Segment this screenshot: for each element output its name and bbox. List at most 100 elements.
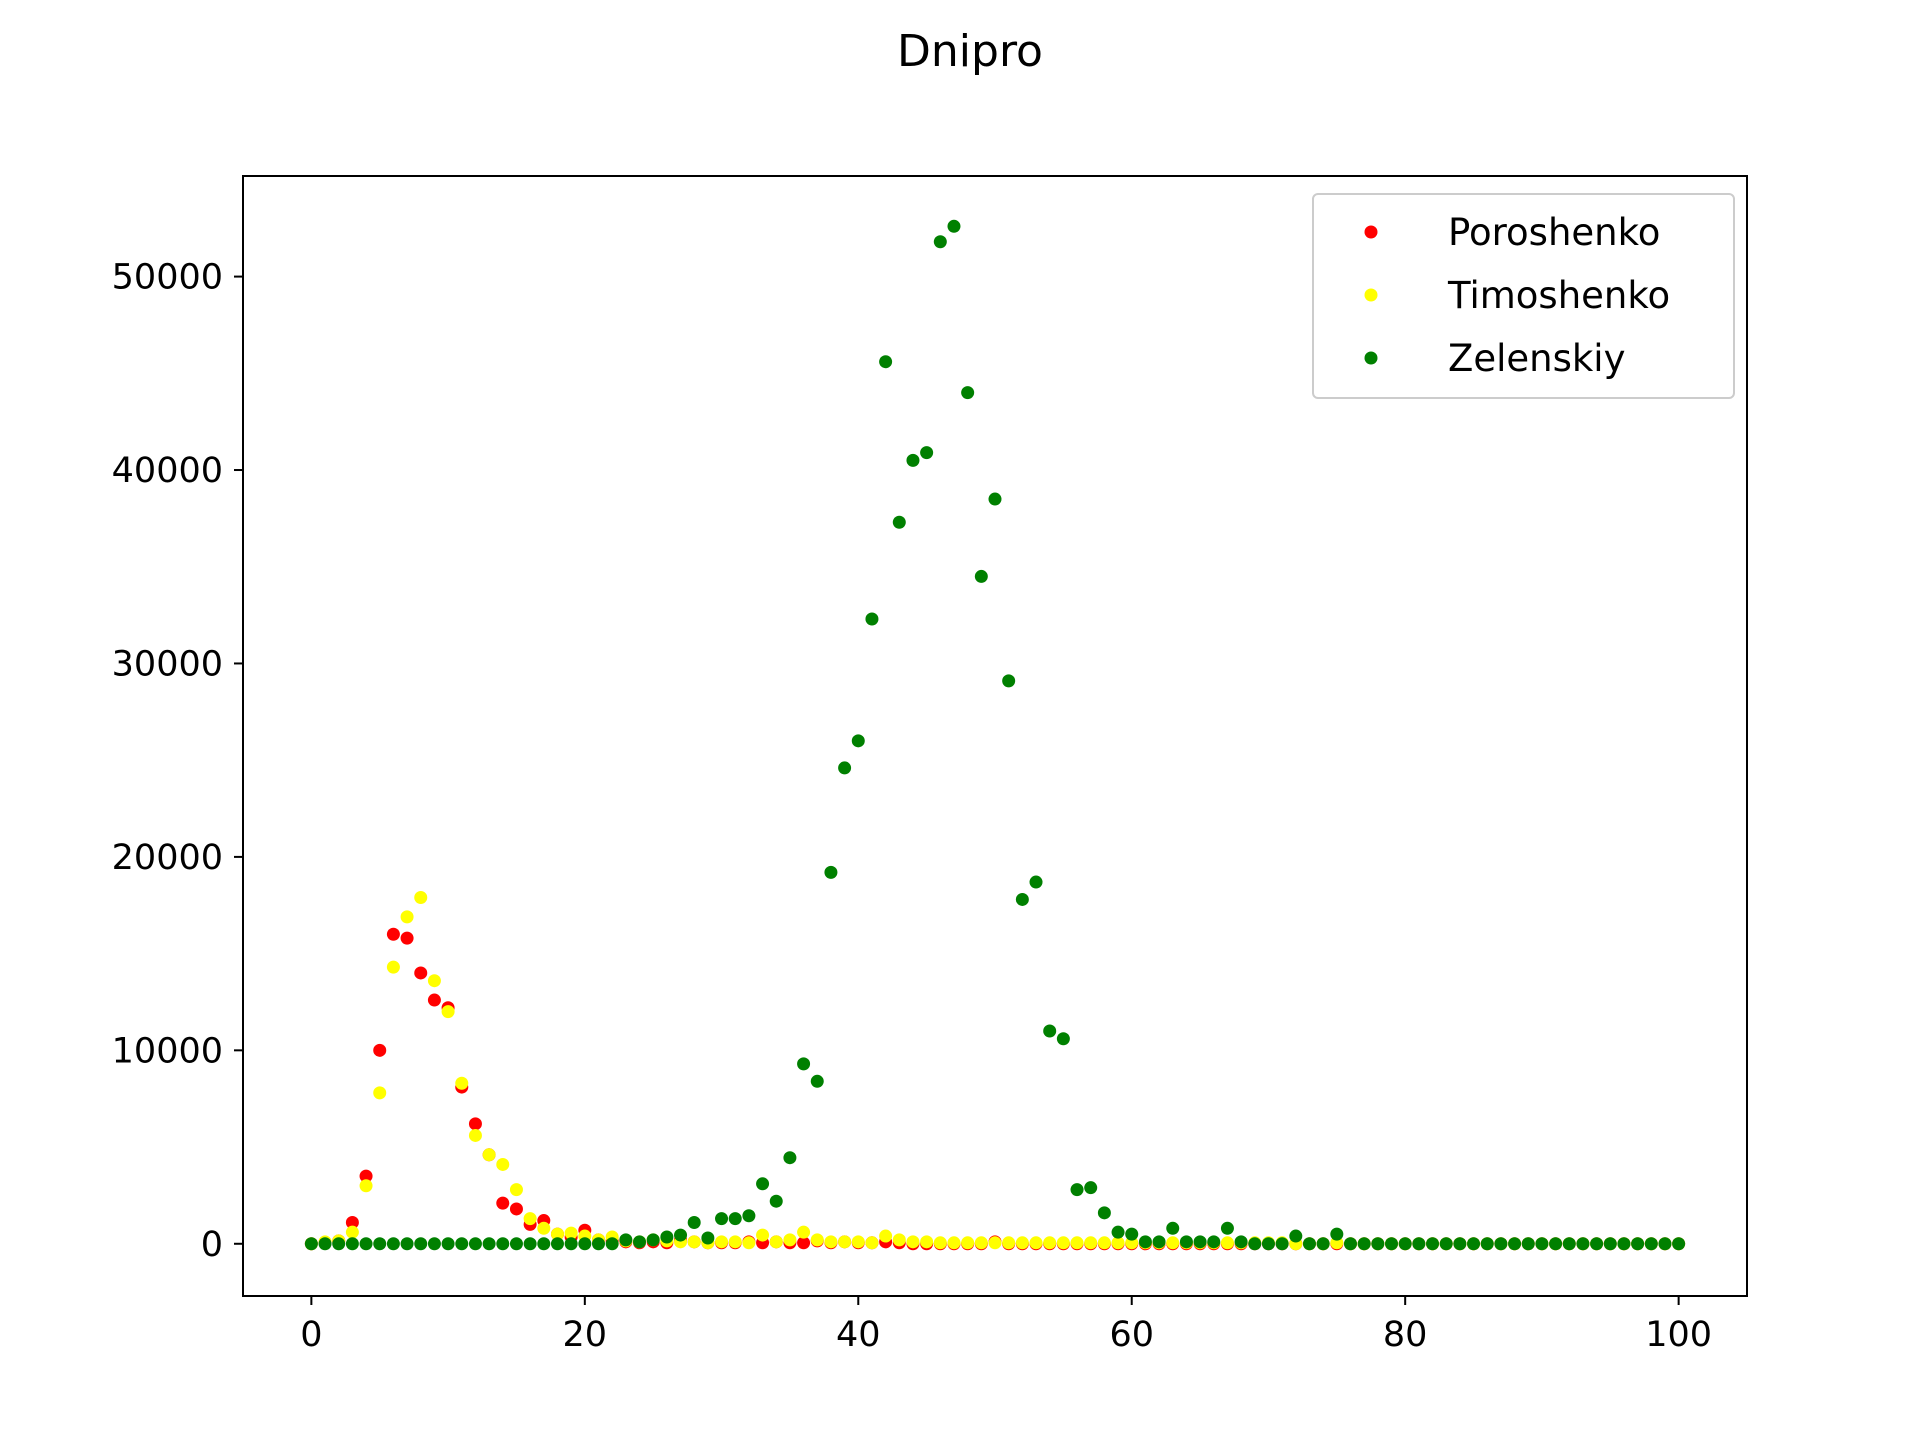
y-tick-label: 10000: [112, 1031, 223, 1071]
y-tick-label: 50000: [112, 258, 223, 298]
data-point: [496, 1237, 510, 1251]
data-point: [1220, 1221, 1234, 1235]
legend-label: Poroshenko: [1448, 211, 1660, 254]
data-point: [1343, 1237, 1357, 1251]
data-point: [1261, 1237, 1275, 1251]
data-point: [1179, 1235, 1193, 1249]
data-point: [345, 1215, 359, 1229]
data-point: [1508, 1237, 1522, 1251]
data-point: [838, 1235, 852, 1249]
data-point: [400, 931, 414, 945]
data-point: [824, 1235, 838, 1249]
data-point: [660, 1230, 674, 1244]
data-point: [1590, 1237, 1604, 1251]
data-point: [947, 219, 961, 233]
data-point: [1002, 1236, 1016, 1250]
data-point: [386, 1237, 400, 1251]
data-point: [373, 1043, 387, 1057]
data-point: [359, 1179, 373, 1193]
data-point: [414, 891, 428, 905]
data-point: [373, 1237, 387, 1251]
data-point: [879, 355, 893, 369]
legend-label: Zelenskiy: [1448, 337, 1625, 380]
y-tick-label: 20000: [112, 838, 223, 878]
data-point: [1111, 1225, 1125, 1239]
legend-marker: [1364, 225, 1378, 239]
data-point: [414, 966, 428, 980]
data-point: [386, 927, 400, 941]
x-tick-label: 40: [836, 1315, 881, 1355]
data-points: [304, 219, 1686, 1251]
data-point: [1385, 1237, 1399, 1251]
legend-box: [1312, 193, 1735, 399]
data-point: [728, 1212, 742, 1226]
data-point: [1275, 1237, 1289, 1251]
data-point: [1576, 1237, 1590, 1251]
data-point: [496, 1196, 510, 1210]
data-point: [1029, 1236, 1043, 1250]
legend-marker: [1364, 288, 1378, 302]
data-point: [578, 1237, 592, 1251]
data-point: [605, 1237, 619, 1251]
x-axis-ticks: 0 20 40 60 80 100: [300, 1296, 1712, 1355]
data-point: [482, 1148, 496, 1162]
data-point: [633, 1235, 647, 1249]
data-point: [427, 974, 441, 988]
data-point: [1166, 1221, 1180, 1235]
data-point: [1015, 1236, 1029, 1250]
data-point: [865, 612, 879, 626]
data-point: [851, 1235, 865, 1249]
x-tick-label: 20: [563, 1315, 608, 1355]
data-point: [455, 1076, 469, 1090]
data-point: [1398, 1237, 1412, 1251]
data-point: [1166, 1236, 1180, 1250]
data-point: [1111, 1236, 1125, 1250]
data-point: [455, 1237, 469, 1251]
data-point: [1056, 1032, 1070, 1046]
data-point: [1248, 1237, 1262, 1251]
data-point: [441, 1005, 455, 1019]
data-point: [550, 1227, 564, 1241]
data-point: [715, 1212, 729, 1226]
data-point: [509, 1237, 523, 1251]
x-tick-label: 100: [1645, 1315, 1712, 1355]
data-point: [1549, 1237, 1563, 1251]
data-point: [509, 1183, 523, 1197]
data-point: [537, 1221, 551, 1235]
data-point: [961, 386, 975, 400]
data-point: [468, 1128, 482, 1142]
data-point: [797, 1225, 811, 1239]
data-point: [359, 1237, 373, 1251]
data-point: [1084, 1236, 1098, 1250]
data-point: [1015, 892, 1029, 906]
data-point: [947, 1236, 961, 1250]
data-point: [933, 1236, 947, 1250]
data-point: [359, 1169, 373, 1183]
data-point: [974, 1236, 988, 1250]
data-point: [879, 1229, 893, 1243]
data-point: [1453, 1237, 1467, 1251]
data-point: [1672, 1237, 1686, 1251]
data-point: [865, 1236, 879, 1250]
data-point: [1097, 1206, 1111, 1220]
data-point: [1125, 1227, 1139, 1241]
data-point: [756, 1228, 770, 1242]
data-point: [400, 910, 414, 924]
data-point: [988, 1236, 1002, 1250]
data-point: [619, 1233, 633, 1247]
data-point: [646, 1233, 660, 1247]
data-point: [468, 1117, 482, 1131]
data-point: [1494, 1237, 1508, 1251]
chart-title: Dnipro: [897, 26, 1043, 77]
data-point: [1371, 1237, 1385, 1251]
data-point: [400, 1237, 414, 1251]
data-point: [304, 1237, 318, 1251]
data-point: [1521, 1237, 1535, 1251]
data-point: [810, 1074, 824, 1088]
data-point: [1152, 1235, 1166, 1249]
data-point: [961, 1236, 975, 1250]
series-zelenskiy: [304, 219, 1686, 1251]
data-point: [1029, 875, 1043, 889]
data-point: [1631, 1237, 1645, 1251]
